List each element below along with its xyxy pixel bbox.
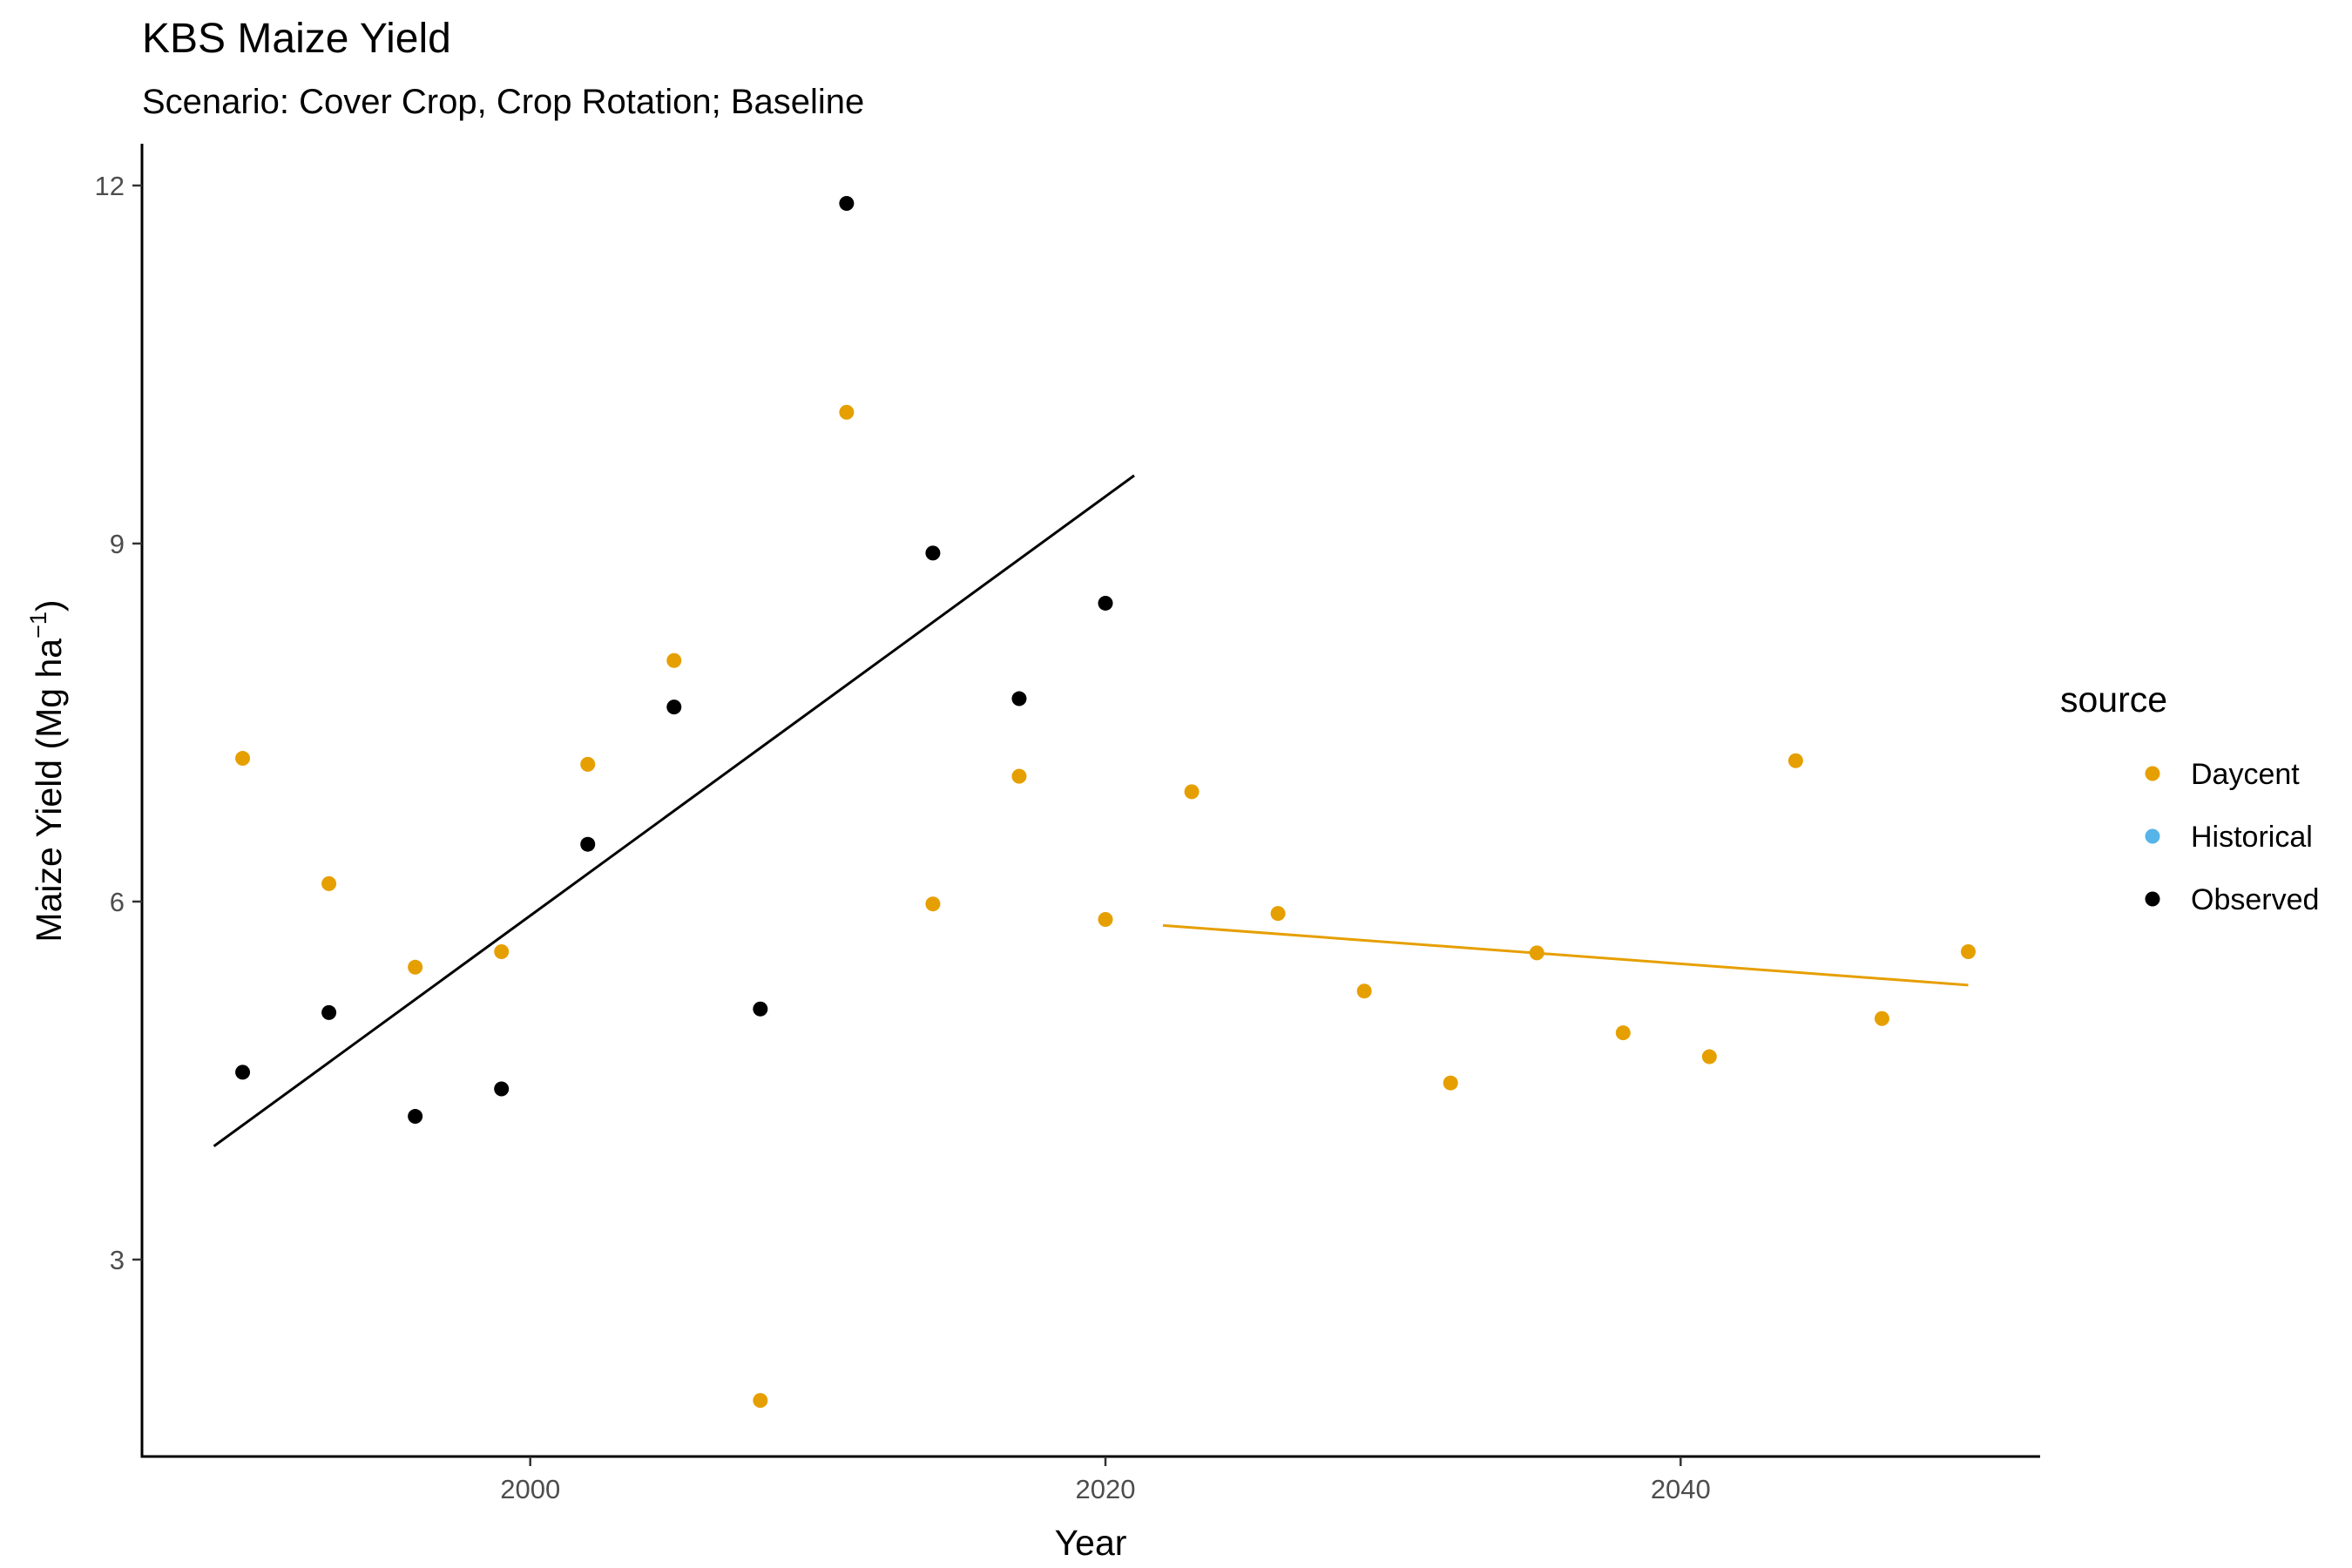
point-daycent <box>1184 784 1200 800</box>
legend-label-historical: Historical <box>2191 821 2313 854</box>
y-axis-title: Maize Yield (Mg ha−1) <box>25 599 69 942</box>
point-daycent <box>1701 1049 1717 1064</box>
y-axis-ticks: 3 6 9 12 <box>95 171 142 1275</box>
point-daycent <box>580 756 596 772</box>
chart-subtitle: Scenario: Cover Crop, Crop Rotation; Bas… <box>142 83 864 121</box>
legend-label-observed: Observed <box>2191 883 2319 916</box>
point-observed <box>839 196 855 211</box>
point-observed <box>580 836 596 852</box>
point-daycent <box>839 404 855 420</box>
point-observed <box>235 1064 251 1080</box>
point-observed <box>753 1001 768 1017</box>
point-daycent <box>1960 943 1976 959</box>
point-observed <box>321 1004 337 1020</box>
legend-key-observed <box>2145 891 2160 907</box>
point-daycent <box>1270 906 1286 922</box>
y-axis-title-close: ) <box>29 599 69 612</box>
point-daycent <box>753 1393 768 1409</box>
legend-key-daycent <box>2145 766 2160 781</box>
y-tick-label: 6 <box>110 887 125 917</box>
legend-key-historical <box>2145 828 2160 844</box>
legend-label-daycent: Daycent <box>2191 758 2300 791</box>
point-observed <box>666 700 682 715</box>
y-axis-title-superscript: −1 <box>25 612 51 639</box>
x-tick-label: 2020 <box>1076 1474 1136 1504</box>
point-observed <box>494 1081 510 1097</box>
point-daycent <box>1615 1025 1631 1041</box>
x-axis-ticks: 2000 2020 2040 <box>500 1456 1711 1504</box>
point-daycent <box>1788 753 1803 768</box>
point-daycent <box>1529 945 1544 961</box>
point-daycent <box>1356 983 1372 999</box>
point-observed <box>1011 691 1027 706</box>
point-observed <box>408 1109 423 1125</box>
x-axis-title: Year <box>1055 1523 1127 1563</box>
point-daycent <box>1443 1075 1458 1091</box>
point-daycent <box>494 943 510 959</box>
trend-line-daycent <box>1162 923 1969 987</box>
point-daycent <box>666 652 682 668</box>
y-tick-label: 12 <box>95 171 125 201</box>
point-daycent <box>1011 768 1027 784</box>
point-daycent <box>321 875 337 891</box>
point-observed <box>1098 595 1113 611</box>
point-daycent <box>1098 912 1113 927</box>
legend-title: source <box>2060 679 2167 720</box>
chart-title: KBS Maize Yield <box>142 16 451 62</box>
y-tick-label: 3 <box>110 1245 125 1275</box>
point-observed <box>925 545 941 561</box>
x-tick-label: 2040 <box>1651 1474 1711 1504</box>
y-tick-label: 9 <box>110 529 125 559</box>
legend-entries: Daycent Historical Observed <box>2145 758 2319 916</box>
trend-line-observed <box>213 474 1135 1148</box>
point-daycent <box>235 751 251 767</box>
point-daycent <box>408 959 423 975</box>
x-tick-label: 2000 <box>500 1474 560 1504</box>
legend: source Daycent Historical Observed <box>2060 679 2319 916</box>
point-daycent <box>925 896 941 912</box>
point-daycent <box>1874 1010 1889 1026</box>
y-axis-title-main: Maize Yield (Mg ha <box>29 639 69 943</box>
plot-area <box>213 196 1976 1409</box>
